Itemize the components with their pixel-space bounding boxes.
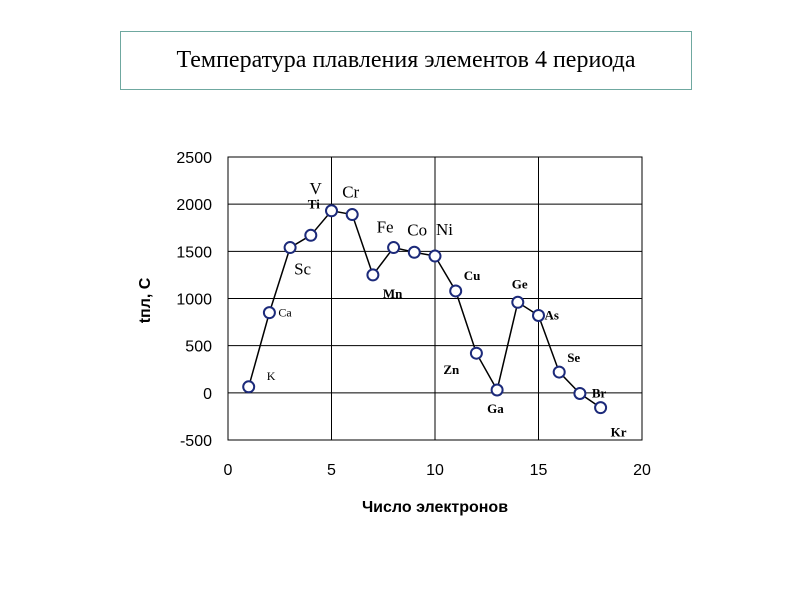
element-label: Mn: [383, 286, 403, 301]
element-label: Kr: [611, 425, 627, 440]
tick-labels: -500 0 500 1000 1500 2000 2500 0 5 10 15 20: [176, 150, 651, 479]
data-point: [573, 386, 587, 400]
x-tick-label: 0: [224, 462, 233, 479]
element-label: Ni: [436, 220, 453, 239]
element-label: K: [267, 369, 276, 383]
data-point: [325, 204, 338, 218]
element-label: Cr: [342, 183, 359, 202]
y-tick-label: -500: [180, 433, 212, 450]
element-label: Ca: [278, 306, 292, 320]
x-tick-label: 10: [426, 462, 444, 479]
data-point: [552, 365, 566, 379]
data-point: [283, 241, 297, 255]
data-point: [304, 228, 318, 242]
element-label: Ge: [512, 276, 528, 291]
title-box: Температура плавления элементов 4 период…: [120, 31, 692, 90]
y-axis-label: tпл, С: [137, 277, 154, 323]
element-label: Fe: [377, 218, 394, 237]
element-label: Zn: [443, 362, 460, 377]
y-tick-label: 0: [203, 386, 212, 403]
x-tick-label: 20: [633, 462, 651, 479]
data-point: [387, 241, 401, 255]
element-label: Co: [407, 220, 427, 239]
data-point: [490, 383, 504, 397]
data-point: [449, 284, 463, 298]
y-tick-label: 2000: [176, 197, 212, 214]
y-tick-label: 2500: [176, 150, 212, 167]
element-label: Ga: [487, 401, 504, 416]
element-label: Ti: [308, 196, 320, 211]
data-points: [242, 204, 608, 415]
element-label: As: [545, 307, 559, 322]
y-tick-label: 500: [185, 339, 212, 356]
data-point: [345, 208, 359, 222]
element-label: Sc: [294, 260, 311, 279]
data-point: [511, 295, 525, 309]
element-label: Cu: [464, 268, 481, 283]
y-tick-label: 1000: [176, 292, 212, 309]
element-label: Se: [567, 350, 580, 365]
chart-title: Температура плавления элементов 4 период…: [176, 47, 636, 73]
data-point: [262, 306, 276, 320]
data-point: [594, 401, 608, 415]
element-labels: K Ca Sc TiV Cr Mn Fe Co Ni Cu Zn Ga Ge As Se Br Kr: [267, 179, 627, 440]
x-tick-label: 15: [530, 462, 548, 479]
element-label: V: [310, 179, 323, 198]
data-point: [242, 380, 256, 394]
data-point: [366, 268, 380, 282]
data-point: [469, 346, 483, 360]
x-tick-label: 5: [327, 462, 336, 479]
data-point: [428, 249, 442, 263]
grid: [227, 156, 643, 441]
data-point: [407, 245, 421, 259]
data-point: [532, 308, 545, 322]
y-tick-label: 1500: [176, 244, 212, 261]
element-label: Br: [592, 385, 607, 400]
x-axis-label: Число электронов: [362, 499, 508, 516]
